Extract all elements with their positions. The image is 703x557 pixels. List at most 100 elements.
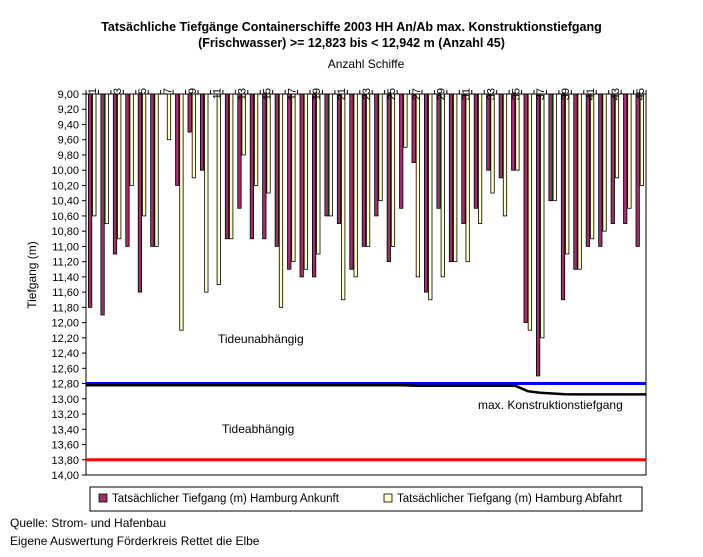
y-tick-label-3: 9,60	[58, 135, 79, 147]
bar-ankunft-15	[262, 93, 267, 240]
bar-ankunft-29	[436, 93, 441, 209]
bar-abfahrt-36	[527, 93, 532, 331]
bar-abfahrt-20	[328, 93, 333, 217]
bar-abfahrt-33	[490, 93, 495, 194]
y-tick-label-18: 12,60	[51, 363, 79, 375]
bar-ankunft-25	[386, 93, 391, 263]
bar-ankunft-21	[336, 93, 342, 224]
bar-ankunft-4	[125, 93, 130, 247]
bar-ankunft-17	[287, 93, 292, 270]
x-tick-label-5: 5	[137, 88, 149, 94]
bar-ankunft-33	[486, 93, 491, 171]
y-tick-label-9: 10,80	[51, 226, 79, 238]
bar-abfahrt-5	[141, 93, 147, 217]
bar-abfahrt-16	[278, 93, 284, 308]
bar-ankunft-34	[498, 93, 503, 179]
bar-abfahrt-3	[117, 93, 122, 240]
x-tick-label-7: 7	[162, 88, 174, 94]
x-tick-label-23: 23	[361, 88, 373, 100]
x-tick-label-19: 19	[311, 88, 323, 100]
tideunabhaengig-label: Tideunabhängig	[218, 332, 304, 346]
bar-ankunft-19	[312, 93, 317, 278]
bar-ankunft-12	[224, 93, 230, 240]
bar-ankunft-23	[361, 93, 367, 247]
bar-ankunft-9	[187, 93, 192, 133]
bar-abfahrt-15	[266, 93, 271, 194]
x-axis-title: Anzahl Schiffe	[328, 57, 405, 71]
bar-abfahrt-31	[465, 93, 470, 263]
bar-abfahrt-22	[353, 93, 358, 278]
bar-abfahrt-23	[365, 93, 371, 247]
x-tick-label-43: 43	[610, 88, 622, 100]
x-tick-label-29: 29	[436, 88, 448, 100]
bar-abfahrt-32	[477, 93, 483, 224]
y-tick-label-20: 13,00	[51, 394, 79, 406]
bar-ankunft-13	[237, 93, 242, 209]
x-tick-label-39: 39	[560, 88, 572, 100]
bar-ankunft-41	[585, 93, 591, 247]
bar-ankunft-32	[473, 93, 479, 209]
y-tick-label-14: 11,80	[52, 302, 79, 314]
bar-ankunft-14	[249, 93, 254, 240]
bar-ankunft-45	[635, 93, 640, 247]
bar-ankunft-38	[548, 93, 553, 202]
y-tick-label-0: 9,00	[58, 89, 79, 101]
chart-title-line-1: Tatsächliche Tiefgänge Containerschiffe …	[101, 20, 602, 34]
tideabhaengig-label: Tideabhängig	[222, 422, 294, 436]
x-tick-label-17: 17	[286, 88, 298, 100]
y-tick-label-13: 11,60	[52, 287, 79, 299]
bar-abfahrt-9	[191, 93, 196, 179]
bars-abfahrt-series	[92, 93, 644, 339]
bar-abfahrt-10	[204, 93, 209, 293]
y-tick-label-10: 11,00	[52, 241, 79, 253]
y-tick-label-19: 12,80	[51, 379, 79, 391]
bar-abfahrt-21	[341, 93, 346, 301]
y-tick-label-4: 9,80	[58, 150, 79, 162]
bar-abfahrt-27	[415, 93, 420, 278]
legend-swatch-abfahrt	[383, 493, 393, 503]
bar-ankunft-42	[598, 93, 603, 247]
bar-ankunft-36	[523, 93, 528, 324]
max-konstruktionstiefgang-line	[86, 384, 646, 396]
bar-ankunft-43	[610, 93, 615, 224]
y-tick-label-2: 9,40	[58, 119, 79, 131]
bar-abfahrt-18	[303, 93, 308, 270]
y-tick-label-5: 10,00	[51, 165, 79, 177]
x-tick-label-45: 45	[635, 88, 647, 100]
y-tick-label-15: 12,00	[51, 318, 79, 330]
axes: 9,00 9,20 9,40 9,60 9,80 10,00 10,20 10,40 10,60…	[51, 88, 646, 482]
bar-abfahrt-14	[253, 93, 259, 186]
bar-abfahrt-17	[291, 93, 296, 263]
bar-abfahrt-25	[390, 93, 396, 247]
bar-abfahrt-40	[577, 93, 582, 270]
bar-abfahrt-7	[166, 93, 172, 141]
legend-label-ankunft: Tatsächlicher Tiefgang (m) Hamburg Ankun…	[112, 493, 340, 505]
x-tick-label-25: 25	[386, 88, 398, 100]
source-text-1: Quelle: Strom- und Hafenbau	[10, 516, 167, 530]
x-tick-label-15: 15	[261, 88, 273, 100]
bar-abfahrt-29	[440, 93, 445, 278]
bar-abfahrt-28	[428, 93, 433, 301]
y-tick-label-21: 13,20	[51, 409, 79, 421]
x-tick-label-11: 11	[212, 88, 224, 99]
bar-ankunft-22	[349, 93, 354, 270]
y-tick-label-22: 13,40	[51, 424, 79, 436]
bar-ankunft-2	[100, 93, 105, 316]
bar-abfahrt-19	[316, 93, 321, 255]
bar-ankunft-30	[448, 93, 454, 263]
legend-label-abfahrt: Tatsächlicher Tiefgang (m) Hamburg Abfah…	[397, 493, 623, 505]
bar-abfahrt-24	[378, 93, 383, 202]
bar-ankunft-28	[424, 93, 429, 293]
bar-abfahrt-34	[502, 93, 508, 217]
bar-abfahrt-2	[104, 93, 109, 224]
x-tick-label-35: 35	[510, 88, 522, 100]
bar-abfahrt-30	[453, 93, 458, 263]
bar-abfahrt-45	[639, 93, 644, 186]
x-tick-label-41: 41	[585, 88, 597, 100]
y-tick-label-17: 12,40	[51, 348, 79, 360]
bar-ankunft-18	[299, 93, 304, 278]
y-tick-label-8: 10,60	[51, 211, 79, 223]
y-tick-label-25: 14,00	[51, 470, 79, 482]
bar-ankunft-31	[461, 93, 466, 224]
